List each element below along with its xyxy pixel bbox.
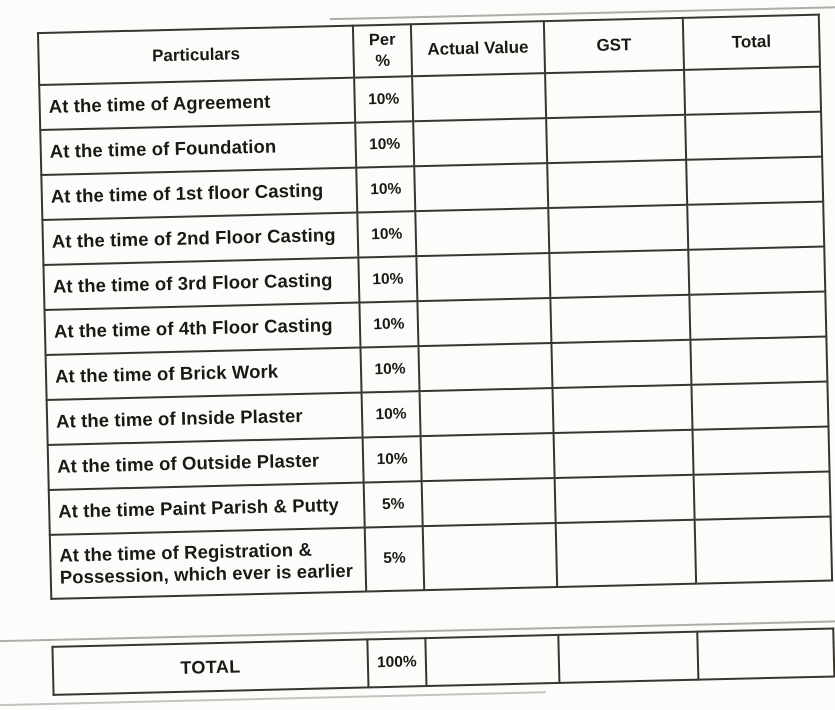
gst-cell <box>555 519 697 587</box>
particulars-cell: At the time of 3rd Floor Casting <box>43 257 360 310</box>
total-cell <box>687 201 825 250</box>
actual-value-cell <box>415 208 550 257</box>
header-gst: GST <box>543 17 685 74</box>
particulars-cell: At the time of Outside Plaster <box>47 437 364 490</box>
gst-cell <box>552 384 693 434</box>
percent-cell: 10% <box>362 436 422 483</box>
percent-cell: 10% <box>354 76 414 123</box>
total-cell <box>685 111 823 160</box>
total-gst-cell <box>558 631 699 683</box>
payment-schedule-table: Particulars Per % Actual Value GST Total… <box>37 14 833 600</box>
payment-table-body: At the time of Agreement 10% At the time… <box>39 66 833 599</box>
total-row: TOTAL 100% <box>52 628 835 695</box>
total-cell <box>690 336 828 385</box>
gst-cell <box>551 339 692 389</box>
total-percent-cell: 100% <box>367 638 427 688</box>
percent-cell: 10% <box>359 301 419 348</box>
gst-cell <box>553 429 694 478</box>
actual-value-cell <box>413 118 548 167</box>
particulars-cell: At the time of Brick Work <box>45 347 362 400</box>
particulars-cell: At the time of 1st floor Casting <box>41 167 358 220</box>
actual-value-cell <box>419 388 554 437</box>
percent-cell: 10% <box>361 391 421 438</box>
actual-value-cell <box>420 433 555 482</box>
percent-cell: 10% <box>356 166 416 213</box>
header-particulars: Particulars <box>37 25 355 86</box>
actual-value-cell <box>414 163 549 212</box>
gst-cell <box>546 114 687 164</box>
percent-cell: 10% <box>358 256 418 303</box>
total-cell <box>688 246 826 295</box>
particulars-cell: At the time of 2nd Floor Casting <box>42 212 359 265</box>
actual-value-cell <box>418 343 553 392</box>
total-total-cell <box>697 628 835 680</box>
particulars-cell: At the time of Inside Plaster <box>46 392 363 445</box>
particulars-cell: At the time of Foundation <box>40 122 357 176</box>
total-label-cell: TOTAL <box>52 639 369 695</box>
actual-value-cell <box>412 73 547 122</box>
gst-cell <box>545 69 686 119</box>
header-per-percent: Per % <box>352 24 413 78</box>
percent-cell: 5% <box>363 481 423 528</box>
actual-value-cell <box>416 253 551 302</box>
gst-cell <box>547 159 688 209</box>
percent-cell: 10% <box>360 346 420 393</box>
header-total: Total <box>682 14 820 70</box>
particulars-cell: At the time of Agreement <box>39 77 356 131</box>
total-cell <box>691 381 829 430</box>
percent-cell: 5% <box>364 526 425 592</box>
particulars-cell: At the time of 4th Floor Casting <box>44 302 361 355</box>
header-actual-value: Actual Value <box>410 21 546 77</box>
particulars-cell: At the time of Registration & Possession… <box>49 527 367 599</box>
actual-value-cell <box>422 522 558 591</box>
particulars-cell: At the time Paint Parish & Putty <box>48 482 365 535</box>
total-cell <box>689 291 827 340</box>
total-actual-value-cell <box>425 634 560 687</box>
gst-cell <box>549 249 690 299</box>
header-per-line2: % <box>375 51 391 71</box>
actual-value-cell <box>417 298 552 347</box>
total-cell <box>686 156 824 205</box>
total-cell <box>693 471 831 520</box>
percent-cell: 10% <box>355 121 415 168</box>
gst-cell <box>550 294 691 344</box>
gst-cell <box>554 474 695 523</box>
total-cell <box>694 516 833 584</box>
header-per-line1: Per <box>368 31 396 50</box>
percent-cell: 10% <box>357 211 417 258</box>
total-cell <box>692 426 830 475</box>
total-cell <box>684 66 822 115</box>
gst-cell <box>548 204 689 254</box>
actual-value-cell <box>421 477 556 527</box>
